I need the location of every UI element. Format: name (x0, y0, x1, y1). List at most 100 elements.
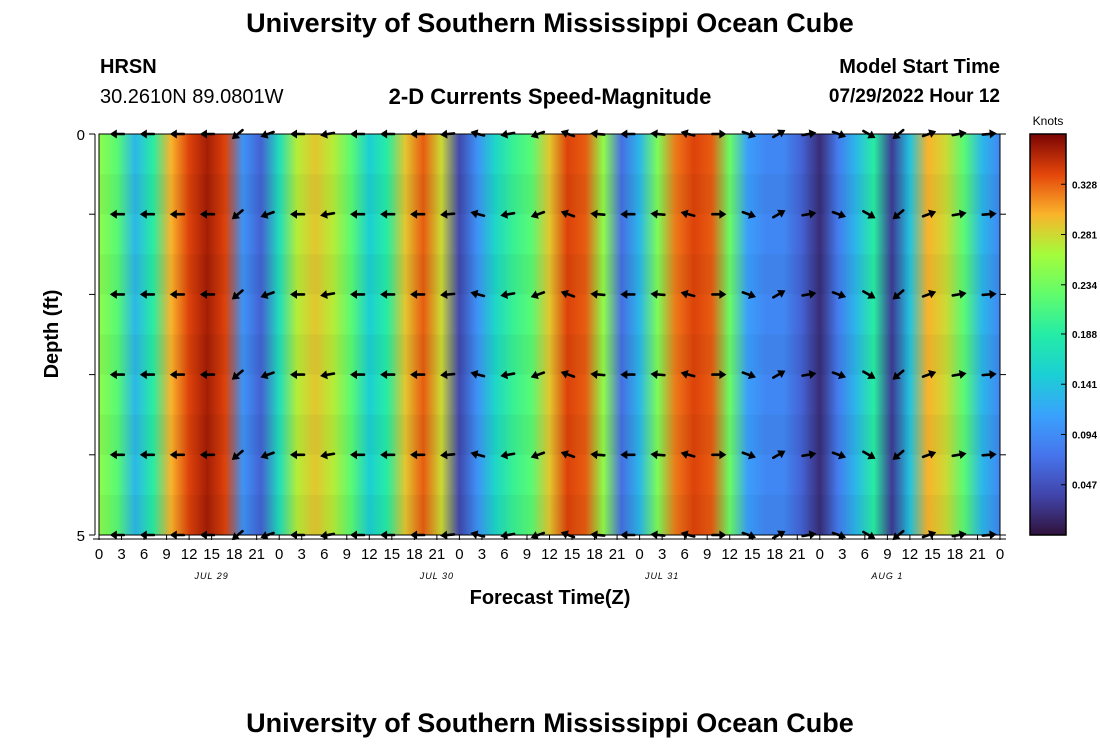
current-arrow (650, 450, 666, 460)
arrow-head (680, 450, 689, 459)
arrow-head (808, 289, 817, 299)
x-tick-label: 6 (861, 546, 869, 563)
current-arrow (951, 530, 967, 540)
current-arrow (410, 209, 426, 219)
current-arrow (951, 209, 967, 219)
current-arrow (530, 130, 546, 139)
arrow-head (958, 289, 967, 299)
current-arrow (500, 290, 516, 300)
current-arrow (169, 209, 186, 219)
arrow-head (290, 129, 297, 139)
current-arrow (560, 370, 576, 379)
current-arrow (169, 530, 186, 540)
current-arrow (680, 530, 696, 540)
arrow-head (290, 289, 297, 299)
arrow-head (777, 209, 786, 218)
x-tick-label: 9 (523, 546, 531, 563)
x-tick-label: 3 (298, 546, 306, 563)
arrow-head (989, 370, 997, 379)
arrow-head (680, 209, 689, 219)
current-arrow (862, 450, 876, 460)
station-code: HRSN (100, 56, 157, 78)
current-arrow (109, 129, 126, 139)
colorbar: 0.047 0.094 0.141 0.188 0.234 0.281 0.328 (1029, 133, 1097, 536)
current-arrow (440, 129, 456, 139)
x-tick-label: 6 (680, 546, 688, 563)
arrow-head (719, 370, 727, 380)
arrow-head (199, 209, 207, 219)
x-tick-label: 9 (703, 546, 711, 563)
arrow-head (199, 530, 207, 540)
arrow-head (169, 450, 177, 460)
current-arrow (350, 450, 366, 460)
current-arrow (231, 369, 244, 380)
current-arrow (772, 290, 786, 299)
arrow-head (958, 450, 967, 460)
current-arrow (290, 370, 306, 380)
arrow-head (410, 209, 418, 219)
current-arrow (741, 450, 757, 460)
arrow-head (169, 370, 177, 380)
x-tick-label: 21 (429, 546, 446, 563)
current-arrow (620, 450, 636, 460)
date-label: JUL 30 (419, 571, 454, 581)
x-tick-label: 9 (162, 546, 170, 563)
current-arrow (772, 370, 786, 379)
arrow-head (620, 129, 628, 139)
current-arrow (350, 289, 366, 299)
current-arrow (650, 129, 666, 139)
current-arrow (410, 370, 426, 380)
arrow-head (440, 530, 448, 540)
arrow-head (199, 129, 207, 139)
x-tick-label: 18 (947, 546, 964, 563)
current-arrow (440, 530, 456, 540)
current-arrow (260, 290, 275, 299)
x-tick-label: 15 (203, 546, 220, 563)
current-arrow (680, 450, 696, 459)
arrow-head (500, 129, 508, 139)
arrow-head (590, 209, 598, 219)
arrow-head (892, 451, 901, 460)
arrow-head (169, 289, 177, 299)
arrow-head (928, 129, 937, 138)
x-tick-label: 12 (181, 546, 198, 563)
page-title: University of Southern Mississippi Ocean… (246, 8, 854, 38)
arrow-head (320, 129, 328, 139)
arrow-head (169, 209, 177, 219)
arrow-head (320, 450, 328, 460)
arrow-head (440, 450, 448, 460)
current-arrow (260, 210, 275, 219)
current-arrow (981, 209, 997, 219)
arrow-head (989, 209, 997, 219)
arrow-head (109, 129, 117, 139)
current-arrow (350, 370, 366, 380)
current-arrow (741, 210, 757, 219)
current-arrow (199, 370, 216, 380)
current-arrow (831, 370, 847, 380)
date-label: JUL 29 (193, 571, 228, 581)
current-arrow (620, 530, 636, 540)
current-arrow (440, 450, 456, 460)
arrow-head (380, 129, 388, 139)
arrow-head (719, 289, 727, 299)
current-arrow (862, 129, 876, 139)
arrow-head (139, 289, 147, 299)
current-arrow (410, 530, 426, 540)
current-arrow (350, 129, 366, 139)
current-arrow (500, 129, 516, 139)
current-arrow (231, 289, 244, 300)
current-arrow (470, 450, 486, 459)
station-coordinates: 30.2610N 89.0801W (100, 86, 284, 108)
current-arrow (772, 209, 786, 219)
arrow-head (867, 210, 876, 219)
current-arrow (892, 529, 905, 541)
current-arrow (380, 129, 396, 139)
arrow-head (470, 289, 479, 299)
current-arrow (951, 289, 967, 299)
arrow-head (380, 450, 388, 460)
arrow-head (530, 531, 539, 540)
heatmap-field (99, 134, 1000, 535)
current-arrow (320, 129, 336, 139)
arrow-head (777, 290, 786, 298)
current-arrow (620, 129, 636, 139)
